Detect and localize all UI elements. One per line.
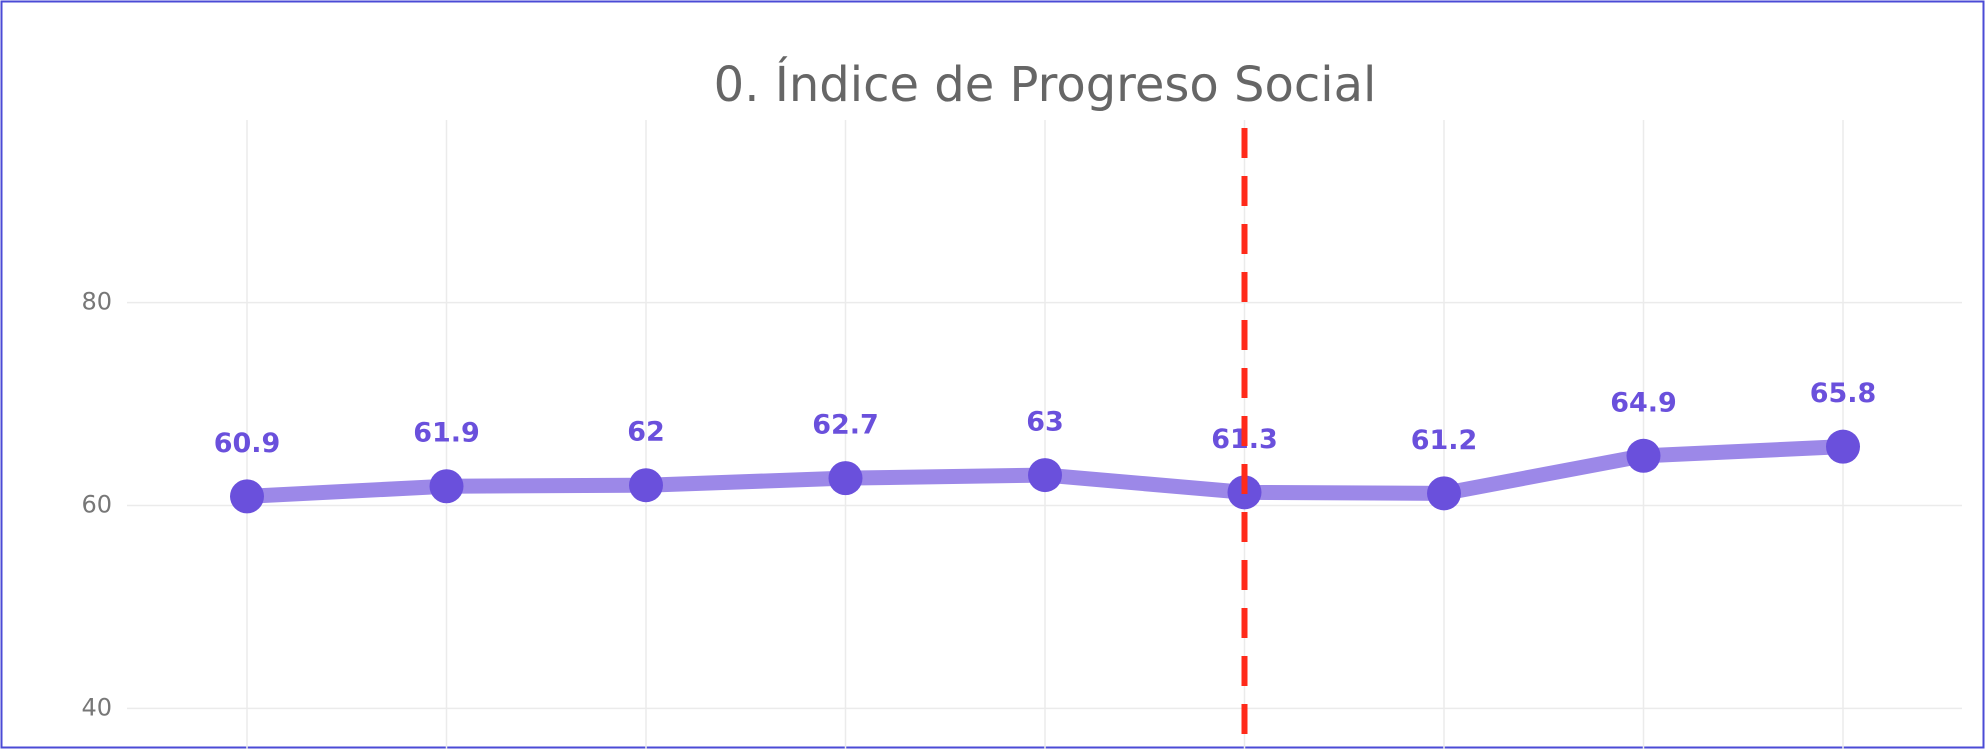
data-label: 61.2 — [1411, 425, 1478, 456]
data-label: 64.9 — [1610, 387, 1677, 418]
point — [629, 468, 663, 503]
point — [828, 461, 863, 496]
y-tick-label: 60 — [81, 491, 112, 519]
y-tick-label: 40 — [81, 693, 112, 721]
point — [1626, 438, 1661, 473]
chart-title: 0. Índice de Progreso Social — [714, 56, 1377, 113]
point — [230, 479, 264, 514]
data-label: 61.9 — [413, 418, 480, 449]
point — [1826, 429, 1860, 464]
data-label: 62.7 — [812, 410, 879, 441]
point — [1028, 458, 1062, 493]
point — [429, 469, 464, 504]
data-label: 65.8 — [1810, 378, 1877, 409]
data-label: 60.9 — [214, 428, 281, 459]
data-label: 63 — [1026, 407, 1064, 438]
y-tick-label: 80 — [81, 288, 112, 316]
data-label: 62 — [627, 417, 665, 448]
point — [1427, 476, 1461, 511]
